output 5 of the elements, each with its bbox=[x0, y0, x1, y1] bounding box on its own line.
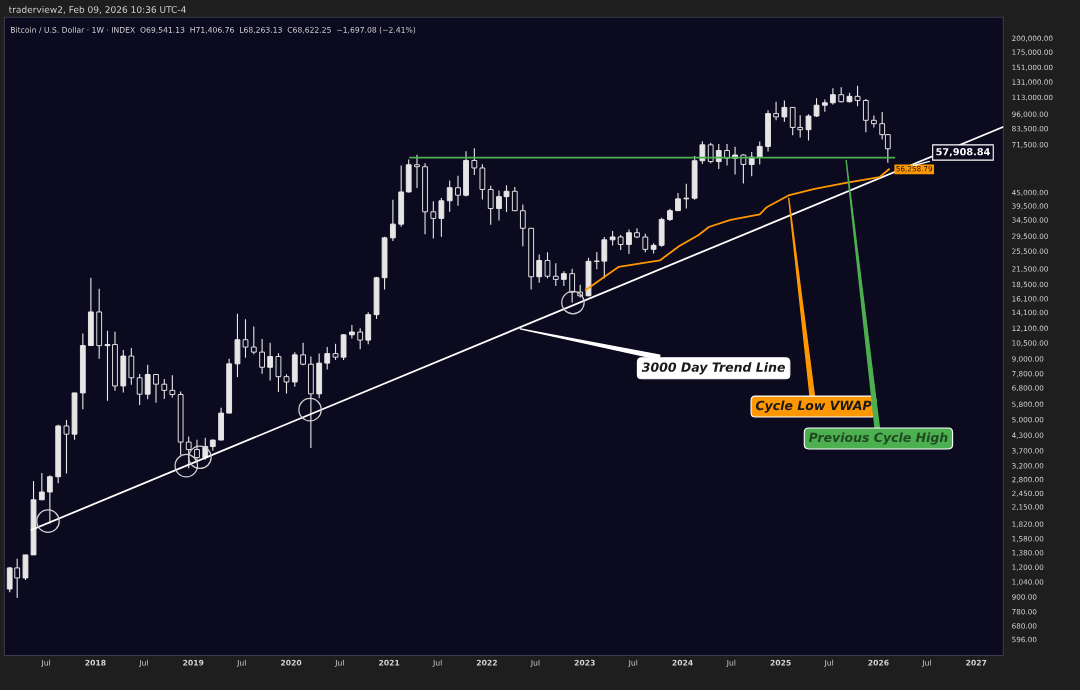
text: Cycle Low VWAP bbox=[755, 400, 872, 413]
text: Previous Cycle High bbox=[808, 432, 948, 445]
chart-title: traderview2, Feb 09, 2026 10:36 UTC-4 bbox=[8, 5, 186, 14]
text: 3000 Day Trend Line bbox=[641, 362, 785, 375]
annotation: 57,908.84 bbox=[936, 148, 990, 157]
